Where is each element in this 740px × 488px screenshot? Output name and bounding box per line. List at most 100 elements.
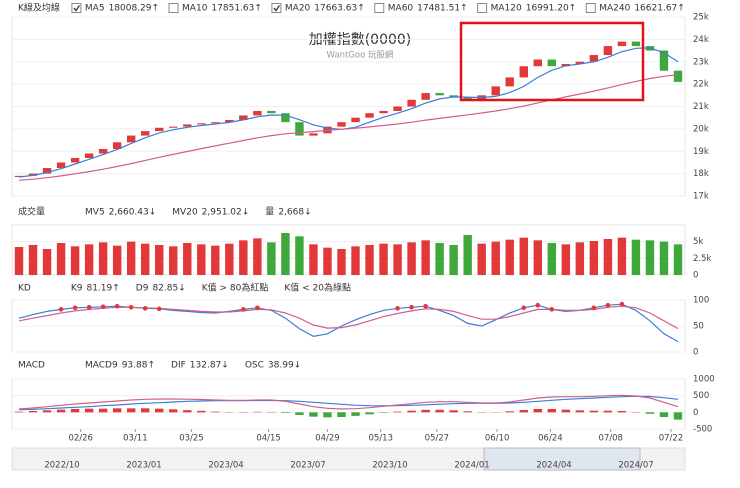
- volume-bar: [155, 245, 164, 275]
- legend-checkbox[interactable]: [477, 3, 488, 13]
- candle: [112, 142, 122, 150]
- volume-bar: [393, 244, 402, 275]
- volume-bar: [505, 239, 514, 275]
- volume-bar: [589, 241, 599, 275]
- legend-name: MA60: [388, 4, 414, 14]
- osc-bar: [253, 411, 262, 413]
- candle: [575, 61, 585, 64]
- legend-checkbox[interactable]: [374, 3, 385, 13]
- legend-name: MA10: [182, 4, 208, 14]
- volume-bar: [659, 241, 669, 275]
- osc-bar: [659, 412, 669, 417]
- chart-subtitle: WantGoo 玩股網: [327, 50, 394, 61]
- k-dot: [535, 302, 541, 308]
- legend-name: MA240: [599, 4, 630, 14]
- candle: [42, 168, 52, 174]
- volume-bar: [519, 237, 528, 275]
- candle: [155, 127, 164, 132]
- osc-bar: [337, 412, 346, 417]
- legend-value: 17481.51↑: [417, 4, 467, 14]
- navigator-window[interactable]: [483, 447, 641, 471]
- y-tick-label: 22k: [693, 80, 709, 90]
- osc-bar: [421, 409, 430, 413]
- x-tick-label: 04/29: [315, 434, 340, 444]
- candle: [140, 131, 150, 136]
- volume-bar: [70, 246, 80, 275]
- volume-bar: [337, 249, 346, 275]
- volume-bar: [197, 244, 206, 275]
- legend-value: 38.99↓: [268, 361, 301, 371]
- y-tick-label: 19k: [693, 147, 709, 157]
- k-dot: [255, 305, 260, 311]
- volume-bar: [169, 246, 178, 275]
- legend-checkbox[interactable]: [271, 3, 282, 13]
- volume-bar: [477, 243, 486, 275]
- legend-value: 2,668↓: [278, 208, 311, 218]
- osc-bar: [56, 409, 66, 413]
- volume-bar: [14, 247, 24, 275]
- candle: [126, 135, 136, 143]
- volume-bar: [673, 244, 683, 275]
- volume-bar: [225, 243, 234, 275]
- legend-note: K值 < 20為綠點: [284, 282, 351, 294]
- volume-bar: [533, 240, 542, 275]
- candle: [267, 110, 276, 114]
- volume-bar: [617, 237, 627, 275]
- candle: [547, 59, 557, 67]
- volume-bar: [645, 240, 655, 275]
- volume-bar: [547, 243, 557, 275]
- osc-bar: [603, 410, 613, 413]
- volume-bar: [98, 242, 108, 275]
- k-dot: [619, 301, 625, 307]
- candle: [491, 86, 500, 96]
- volume-bar: [281, 233, 290, 275]
- navigator-label: 2024/01: [454, 461, 489, 471]
- osc-bar: [309, 412, 318, 417]
- y-tick-label: 0: [693, 271, 698, 281]
- volume-bar: [379, 243, 388, 275]
- osc-bar: [98, 408, 108, 413]
- y-tick-label: 50: [693, 322, 704, 332]
- legend-checkbox[interactable]: [585, 3, 596, 13]
- legend-note: K值 > 80為紅點: [202, 282, 269, 294]
- volume-bar: [561, 244, 571, 275]
- candle: [603, 46, 613, 56]
- x-tick-label: 03/11: [123, 434, 148, 444]
- volume-bar: [28, 245, 38, 275]
- osc-bar: [673, 412, 683, 420]
- k-dot: [549, 307, 555, 312]
- legend-checkbox[interactable]: [168, 3, 179, 13]
- osc-bar: [617, 411, 627, 413]
- osc-bar: [84, 408, 94, 413]
- k-dot: [114, 303, 120, 309]
- osc-bar: [169, 409, 178, 413]
- candle: [239, 115, 248, 120]
- candle: [519, 66, 528, 78]
- candle: [533, 59, 542, 67]
- volume-bar: [267, 242, 276, 275]
- volume-bar: [323, 247, 332, 275]
- candle: [211, 122, 220, 124]
- k-dot: [72, 305, 78, 311]
- navigator-label: 2023/10: [372, 461, 407, 471]
- legend-checkbox[interactable]: [71, 3, 82, 13]
- osc-bar: [519, 410, 528, 413]
- osc-bar: [197, 410, 206, 413]
- osc-bar: [505, 411, 514, 413]
- osc-bar: [449, 410, 458, 413]
- candle: [561, 63, 571, 67]
- navigator-label: 2023/04: [208, 461, 243, 471]
- checkmark: [273, 5, 280, 12]
- panel-title: MACD: [18, 361, 45, 371]
- osc-bar: [379, 412, 388, 413]
- x-tick-label: 07/22: [659, 434, 684, 444]
- volume-bar: [365, 245, 374, 275]
- volume-bar: [126, 241, 136, 275]
- legend-value: 132.87↓: [190, 361, 229, 371]
- candle: [309, 133, 318, 136]
- volume-bar: [42, 249, 52, 275]
- indicator-line: [18, 47, 679, 178]
- x-tick-label: 05/13: [368, 434, 393, 444]
- osc-bar: [533, 409, 542, 413]
